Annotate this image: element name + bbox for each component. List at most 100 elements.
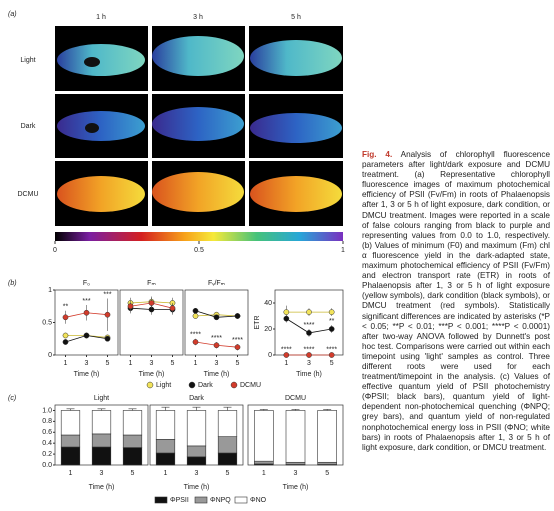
- column-header: 3 h: [193, 14, 203, 21]
- data-point: [192, 313, 199, 319]
- x-tick-label: 3: [195, 470, 199, 477]
- data-point: [62, 314, 69, 321]
- significance: ***: [82, 298, 90, 305]
- significance: ****: [304, 347, 315, 354]
- chart-title: Fᵥ/Fₘ: [208, 280, 225, 287]
- chart-title: Fₘ: [147, 280, 156, 287]
- bar-segment: [155, 439, 176, 454]
- data-point: [306, 309, 312, 315]
- y-tick-label: 0.2: [42, 451, 52, 458]
- data-point: [127, 303, 134, 310]
- figure: (a) (b) (c) 1 h 3 h 5 h Light Dark DCMU 0 0.5 1 F₀ 0 0…: [8, 11, 345, 504]
- significance: ****: [232, 337, 243, 344]
- row-label: DCMU: [18, 191, 39, 198]
- significance: ****: [190, 332, 201, 339]
- colorbar-tick-label: 0.5: [194, 247, 204, 254]
- legend-swatch: [154, 496, 168, 504]
- legend-swatch: [194, 496, 208, 504]
- data-point: [283, 309, 290, 315]
- y-tick-label: 1: [48, 287, 52, 294]
- significance: ****: [304, 322, 315, 329]
- significance: **: [63, 304, 69, 311]
- bar-segment: [317, 410, 337, 463]
- x-tick-label: 1: [284, 360, 288, 367]
- data-point: [104, 311, 111, 318]
- data-point: [83, 309, 90, 316]
- data-point: [306, 352, 312, 358]
- image-grid: [55, 26, 343, 226]
- bar-segment: [60, 446, 81, 466]
- data-point: [306, 330, 312, 336]
- x-tick-label: 3: [215, 360, 219, 367]
- colorbar-tick-label: 0: [53, 247, 57, 254]
- data-point: [148, 300, 155, 306]
- x-axis-label: Time (h): [204, 371, 230, 378]
- chart-title: DCMU: [285, 395, 306, 402]
- x-tick-label: 5: [236, 360, 240, 367]
- caption-text: Analysis of chlorophyll fluorescence par…: [362, 150, 550, 452]
- column-header: 1 h: [96, 14, 106, 21]
- caption: Fig. 4. Analysis of chlorophyll fluoresc…: [362, 150, 550, 453]
- y-tick-label: 40: [264, 300, 272, 307]
- bar-segment: [217, 436, 238, 454]
- data-point: [104, 335, 111, 342]
- panel-label: (b): [8, 280, 17, 287]
- bar-segment: [122, 447, 143, 466]
- y-axis-label: ETR: [254, 316, 261, 330]
- data-point: [192, 339, 199, 345]
- data-point: [283, 315, 290, 322]
- legend-marker: [230, 381, 238, 389]
- data-point: [213, 342, 220, 349]
- x-tick-label: 3: [307, 360, 311, 367]
- bar-segment: [186, 445, 207, 458]
- bar-segment: [217, 452, 238, 466]
- bar-segment: [60, 434, 81, 448]
- y-tick-label: 0.4: [42, 440, 52, 447]
- bar-segment: [122, 434, 143, 448]
- significance: ***: [103, 291, 111, 298]
- x-tick-label: 5: [171, 360, 175, 367]
- panel-label: (a): [8, 11, 17, 18]
- x-axis-label: Time (h): [296, 371, 322, 378]
- legend-swatch: [234, 496, 248, 504]
- x-tick-label: 1: [262, 470, 266, 477]
- x-axis-label: Time (h): [184, 484, 210, 491]
- y-tick-label: 0.6: [42, 429, 52, 436]
- bar-segment: [254, 410, 274, 462]
- legend-label: ΦPSII: [170, 497, 189, 504]
- x-tick-label: 1: [164, 470, 168, 477]
- legend-label: Dark: [198, 382, 213, 389]
- panel-label: (c): [8, 395, 16, 402]
- y-tick-label: 20: [264, 326, 272, 333]
- x-axis-label: Time (h): [139, 371, 165, 378]
- bar-segment: [60, 410, 81, 436]
- x-axis-label: Time (h): [283, 484, 309, 491]
- data-point: [62, 339, 69, 345]
- significance: **: [329, 318, 335, 325]
- x-tick-label: 1: [64, 360, 68, 367]
- x-tick-label: 1: [69, 470, 73, 477]
- bar-segment: [285, 410, 306, 463]
- colorbar-tick-label: 1: [341, 247, 345, 254]
- y-tick-label: 0.0: [42, 462, 52, 469]
- column-header: 5 h: [291, 14, 301, 21]
- row-label: Dark: [21, 123, 36, 130]
- bar-segment: [186, 456, 207, 466]
- y-tick-label: 0.5: [42, 319, 52, 326]
- x-tick-label: 3: [85, 360, 89, 367]
- data-point: [283, 352, 290, 358]
- bar-segment: [155, 452, 176, 466]
- bar-segment: [155, 410, 176, 440]
- bar-segment: [254, 460, 274, 465]
- significance: ****: [281, 347, 292, 354]
- data-point: [328, 326, 335, 332]
- chart-title: F₀: [83, 280, 90, 287]
- data-point: [234, 344, 241, 351]
- chart-title: Light: [94, 395, 109, 402]
- bar-segment: [186, 410, 207, 447]
- chart-title: Dark: [189, 395, 204, 402]
- legend-label: ΦNPQ: [210, 497, 231, 504]
- data-point: [62, 332, 69, 339]
- y-tick-label: 0: [268, 352, 272, 359]
